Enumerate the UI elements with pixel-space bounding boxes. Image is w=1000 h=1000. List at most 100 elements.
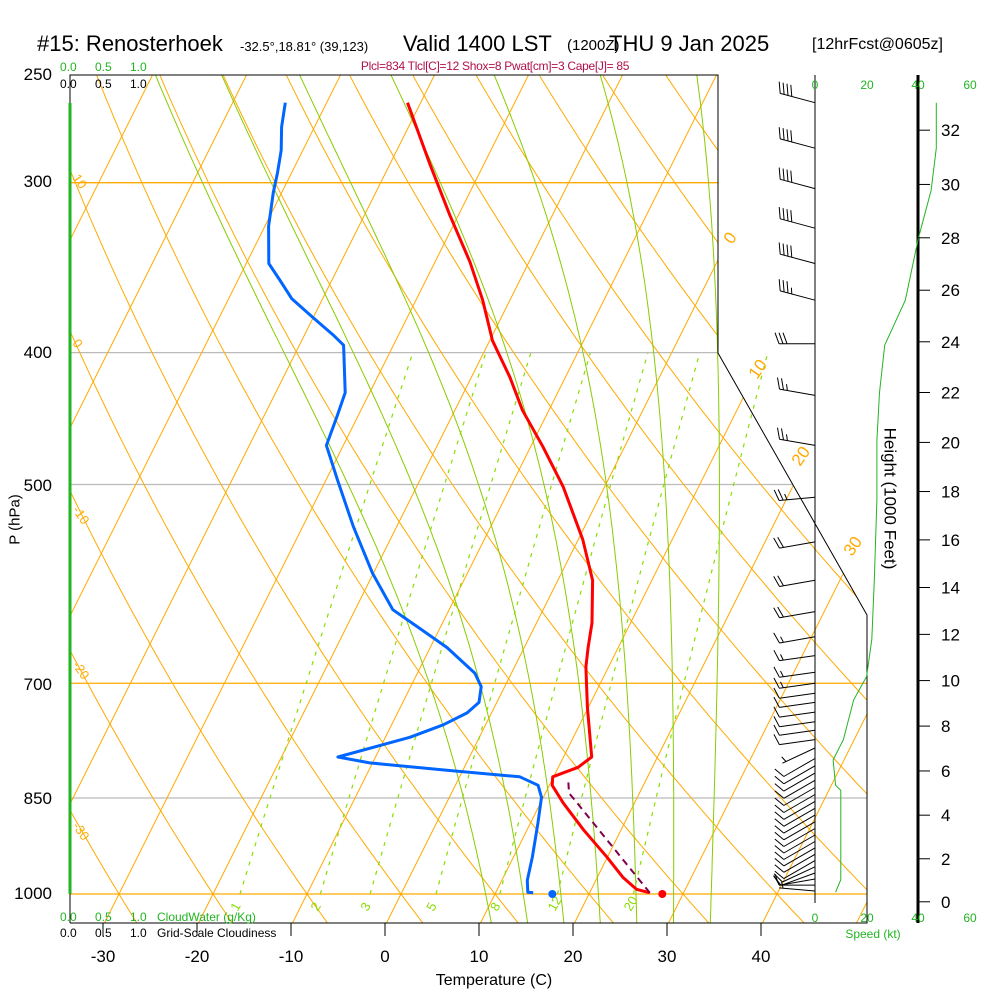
dry-adiabat	[96, 75, 614, 923]
height-tick-label: 0	[941, 893, 950, 912]
wind-barb	[773, 650, 816, 662]
wind-barb	[773, 575, 816, 587]
x-tick-label: 10	[469, 947, 489, 966]
x-tick-label: -10	[278, 947, 304, 966]
cloudwater-tick: 1.0	[130, 910, 147, 924]
isotherm	[104, 75, 529, 923]
wind-barb	[778, 279, 816, 301]
height-tick-label: 24	[941, 333, 960, 352]
temperature-profile	[406, 102, 651, 895]
height-tick-label: 4	[941, 806, 950, 825]
wind-barb	[774, 779, 816, 799]
cloudiness-tick: 0.0	[60, 926, 77, 940]
isotherm-label: 30	[840, 533, 866, 559]
wind-barb	[774, 873, 815, 886]
wind-barb	[774, 814, 816, 834]
wind-barb	[773, 696, 816, 708]
mixing-ratio-lines	[239, 353, 769, 895]
y-tick-label: 500	[23, 476, 52, 495]
cloudiness-tick: 0.5	[95, 77, 112, 91]
isotherm-label: 0	[720, 229, 741, 248]
cloudiness-tick: 1.0	[130, 77, 147, 91]
dry-adiabat	[286, 75, 867, 923]
dry-adiabat	[70, 75, 233, 923]
height-tick-label: 32	[941, 121, 960, 140]
isotherm	[70, 75, 153, 923]
dry-adiabat	[70, 75, 424, 923]
mixing-ratio-line	[556, 353, 701, 895]
mixing-ratio-line	[239, 353, 414, 895]
cloudiness-tick: 0.5	[95, 926, 112, 940]
height-tick-label: 8	[941, 717, 950, 736]
cloudwater-tick: 0.0	[60, 60, 77, 74]
x-tick-label: 0	[380, 947, 390, 966]
isotherm	[292, 75, 717, 923]
wind-barb	[779, 881, 816, 892]
wind-barb	[777, 427, 816, 446]
moist-adiabat	[493, 75, 638, 923]
height-tick-label: 20	[941, 433, 960, 452]
dry-adiabat-label: -20	[70, 658, 93, 682]
dry-adiabat	[349, 75, 867, 923]
height-tick-label: 28	[941, 229, 960, 248]
height-tick-label: 18	[941, 483, 960, 502]
wind-barb	[774, 828, 816, 847]
cloudwater-label: CloudWater (g/Kg)	[157, 910, 256, 924]
wind-barb	[774, 332, 815, 345]
mixing-ratio-label: 12	[545, 893, 565, 913]
mixing-ratio-label: 20	[620, 893, 640, 913]
height-tick-label: 30	[941, 175, 960, 194]
speed-tick: 20	[860, 78, 874, 92]
dry-adiabat-label: 10	[70, 171, 91, 191]
wind-barb	[781, 747, 816, 764]
height-tick-label: 6	[941, 762, 950, 781]
speed-axis-label: Speed (kt)	[845, 927, 901, 941]
cloudwater-tick: 0.5	[95, 60, 112, 74]
isotherm	[762, 75, 867, 923]
dewpoint-profile	[267, 102, 543, 895]
cloudwater-tick: 0.0	[60, 910, 77, 924]
wind-barb	[773, 706, 816, 718]
x-tick-label: -30	[90, 947, 116, 966]
surface-dewpoint-dot	[548, 890, 557, 898]
speed-tick: 20	[860, 911, 874, 925]
y-tick-label: 700	[23, 675, 52, 694]
isotherm	[668, 75, 867, 923]
valid-date: THU 9 Jan 2025	[609, 31, 770, 56]
mixing-ratio-line	[435, 353, 591, 895]
isotherm	[386, 75, 811, 923]
dry-adiabat	[70, 75, 138, 923]
y-axis-label: P (hPa)	[6, 494, 24, 545]
dry-adiabat	[475, 75, 867, 923]
wind-barb	[773, 489, 816, 501]
mixing-ratio-label: 5	[423, 900, 440, 914]
y-tick-label: 300	[23, 172, 52, 191]
dry-adiabat	[412, 75, 867, 923]
height-tick-label: 16	[941, 531, 960, 550]
y-tick-label: 250	[23, 65, 52, 84]
mixing-ratio-line	[632, 353, 769, 895]
cloudwater-tick: 1.0	[130, 60, 147, 74]
station-coords: -32.5°,18.81° (39,123)	[240, 39, 369, 54]
wind-barb	[774, 800, 816, 820]
speed-tick: 40	[911, 911, 925, 925]
height-tick-label: 14	[941, 578, 960, 597]
isotherm	[70, 75, 435, 923]
wind-barb	[773, 677, 816, 689]
dry-adiabat	[539, 75, 867, 923]
wind-barb	[774, 841, 816, 860]
sounding-profiles	[267, 102, 667, 898]
wind-barb	[773, 734, 816, 746]
x-tick-label: 40	[751, 947, 771, 966]
cloudwater-tick: 0.5	[95, 910, 112, 924]
valid-time: Valid 1400 LST	[403, 31, 552, 56]
y-tick-label: 850	[23, 789, 52, 808]
y-tick-label: 1000	[14, 884, 52, 903]
isotherm-label: 10	[745, 356, 771, 382]
speed-tick: 0	[811, 911, 819, 925]
wind-barb	[773, 537, 816, 549]
moist-adiabat	[599, 75, 675, 923]
mixing-ratio-line	[499, 353, 649, 895]
x-axis-label: Temperature (C)	[435, 972, 553, 989]
